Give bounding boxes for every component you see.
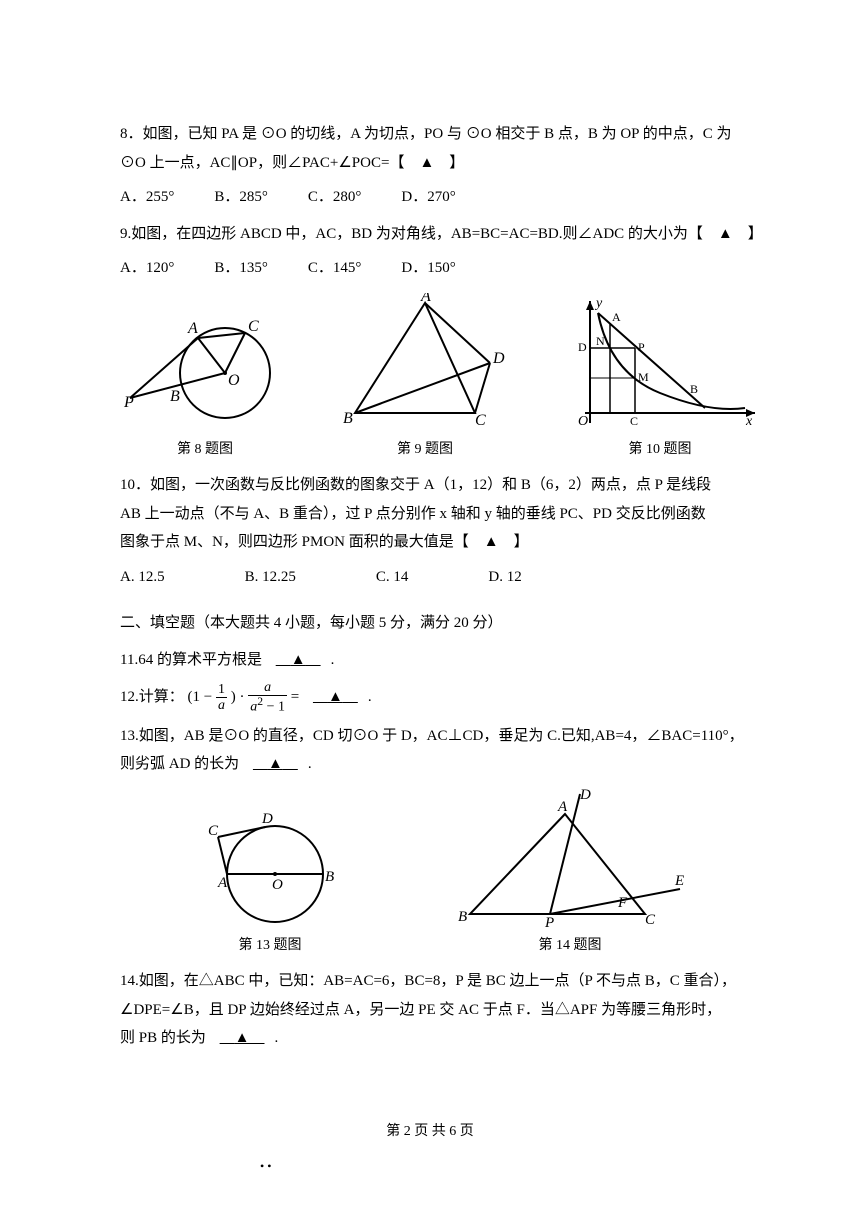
q10-opt-a: A. 12.5 — [120, 563, 165, 592]
figure-8: P A B C O 第 8 题图 — [120, 303, 290, 464]
fig14-D: D — [579, 789, 591, 803]
fig9-caption: 第 9 题图 — [335, 437, 515, 464]
fig8-caption: 第 8 题图 — [120, 437, 290, 464]
footer-dots: • • — [260, 1155, 271, 1178]
fig14-B: B — [458, 909, 467, 925]
fig10-O: O — [578, 414, 588, 429]
q10-options: A. 12.5 B. 12.25 C. 14 D. 12 — [120, 563, 760, 592]
figure-row-1: P A B C O 第 8 题图 A B C D 第 9 题图 — [120, 293, 760, 464]
q12-frac2: aa2 − 1 — [248, 680, 287, 715]
q10-line2: AB 上一动点（不与 A、B 重合），过 P 点分别作 x 轴和 y 轴的垂线 … — [120, 500, 760, 529]
fig14-C: C — [645, 912, 656, 928]
q8-text: 8．如图，已知 PA 是 ⊙O 的切线，A 为切点，PO 与 ⊙O 相交于 B … — [120, 126, 731, 171]
q8-opt-a: A．255° — [120, 183, 174, 212]
fig9-D: D — [492, 350, 505, 367]
fig13-caption: 第 13 题图 — [190, 933, 350, 960]
fig10-M: M — [638, 370, 649, 384]
fig14-F: F — [617, 895, 628, 911]
fig10-x: x — [745, 414, 753, 429]
q14-blank: ▲ — [210, 1030, 275, 1046]
q10-opt-c: C. 14 — [376, 563, 409, 592]
q12-blank: ▲ — [303, 689, 368, 705]
q10-opt-b: B. 12.25 — [245, 563, 296, 592]
q9-text: 9.如图，在四边形 ABCD 中，AC，BD 为对角线，AB=BC=AC=BD.… — [120, 226, 763, 242]
q12-frac1: 1a — [216, 682, 227, 714]
q8-options: A．255° B．285° C．280° D．270° — [120, 183, 760, 212]
fig10-y: y — [594, 296, 603, 311]
fig13-O: O — [272, 877, 283, 893]
question-8: 8．如图，已知 PA 是 ⊙O 的切线，A 为切点，PO 与 ⊙O 相交于 B … — [120, 120, 760, 177]
q8-opt-d: D．270° — [401, 183, 455, 212]
fig13-B: B — [325, 869, 334, 885]
q11-text: 11.64 的算术平方根是 — [120, 652, 262, 668]
q9-opt-c: C．145° — [308, 254, 362, 283]
fig14-E: E — [674, 873, 684, 889]
fig13-C: C — [208, 823, 219, 839]
q9-opt-a: A．120° — [120, 254, 174, 283]
fig10-B: B — [690, 382, 698, 396]
q9-opt-b: B．135° — [214, 254, 268, 283]
figure-9: A B C D 第 9 题图 — [335, 293, 515, 464]
figure-10: O x y A B C D M N P 第 10 题图 — [560, 293, 760, 464]
question-13: 13.如图，AB 是⊙O 的直径，CD 切⊙O 于 D，AC⊥CD，垂足为 C.… — [120, 722, 760, 779]
question-10: 10．如图，一次函数与反比例函数的图象交于 A（1，12）和 B（6，2）两点，… — [120, 471, 760, 557]
q9-options: A．120° B．135° C．145° D．150° — [120, 254, 760, 283]
fig14-caption: 第 14 题图 — [450, 933, 690, 960]
q12-eq: = — [291, 689, 299, 705]
section-2-title: 二、填空题（本大题共 4 小题，每小题 5 分，满分 20 分） — [120, 609, 760, 638]
q14-line1: 14.如图，在△ABC 中，已知：AB=AC=6，BC=8，P 是 BC 边上一… — [120, 967, 760, 996]
question-9: 9.如图，在四边形 ABCD 中，AC，BD 为对角线，AB=BC=AC=BD.… — [120, 220, 760, 249]
figure-14: A B C D E F P 第 14 题图 — [450, 789, 690, 960]
q12-prefix: 12.计算： — [120, 689, 184, 705]
q13-blank: ▲ — [243, 756, 308, 772]
fig8-C: C — [248, 318, 259, 335]
question-11: 11.64 的算术平方根是 ▲ . — [120, 646, 760, 675]
q9-opt-d: D．150° — [401, 254, 455, 283]
figure-row-2: A B C D O 第 13 题图 A B C D E F P 第 14 题图 — [120, 789, 760, 960]
q8-opt-b: B．285° — [214, 183, 268, 212]
fig9-C: C — [475, 412, 486, 429]
fig8-svg: P A B C O — [120, 303, 290, 433]
fig10-A: A — [612, 310, 621, 324]
fig8-B: B — [170, 388, 180, 405]
q13-line1: 13.如图，AB 是⊙O 的直径，CD 切⊙O 于 D，AC⊥CD，垂足为 C.… — [120, 722, 760, 751]
q10-line1: 10．如图，一次函数与反比例函数的图象交于 A（1，12）和 B（6，2）两点，… — [120, 471, 760, 500]
fig8-O: O — [228, 372, 240, 389]
fig14-svg: A B C D E F P — [450, 789, 690, 929]
q14-line3: 则 PB 的长为 — [120, 1030, 206, 1046]
page-footer: 第 2 页 共 6 页 — [0, 1119, 860, 1146]
fig10-svg: O x y A B C D M N P — [560, 293, 760, 433]
q13-line2: 则劣弧 AD 的长为 — [120, 756, 239, 772]
fig10-C: C — [630, 414, 638, 428]
q11-blank: ▲ — [266, 652, 331, 668]
q10-opt-d: D. 12 — [488, 563, 521, 592]
fig13-A: A — [217, 875, 228, 891]
fig10-D: D — [578, 340, 587, 354]
q10-line3: 图象于点 M、N，则四边形 PMON 面积的最大值是【 ▲ 】 — [120, 528, 760, 557]
fig14-A: A — [557, 799, 568, 815]
fig10-caption: 第 10 题图 — [560, 437, 760, 464]
fig10-N: N — [596, 334, 605, 348]
q8-opt-c: C．280° — [308, 183, 362, 212]
fig8-A: A — [187, 320, 198, 337]
fig8-P: P — [123, 394, 134, 411]
question-14: 14.如图，在△ABC 中，已知：AB=AC=6，BC=8，P 是 BC 边上一… — [120, 967, 760, 1053]
question-12: 12.计算： (1 − 1a ) · aa2 − 1 = ▲ . — [120, 680, 760, 715]
fig14-P: P — [544, 915, 554, 929]
q14-line2: ∠DPE=∠B，且 DP 边始终经过点 A，另一边 PE 交 AC 于点 F．当… — [120, 996, 760, 1025]
fig9-A: A — [420, 293, 431, 305]
fig9-svg: A B C D — [335, 293, 515, 433]
fig13-D: D — [261, 811, 273, 827]
fig13-svg: A B C D O — [190, 809, 350, 929]
figure-13: A B C D O 第 13 题图 — [190, 809, 350, 960]
fig9-B: B — [343, 410, 353, 427]
fig10-P: P — [638, 340, 645, 354]
